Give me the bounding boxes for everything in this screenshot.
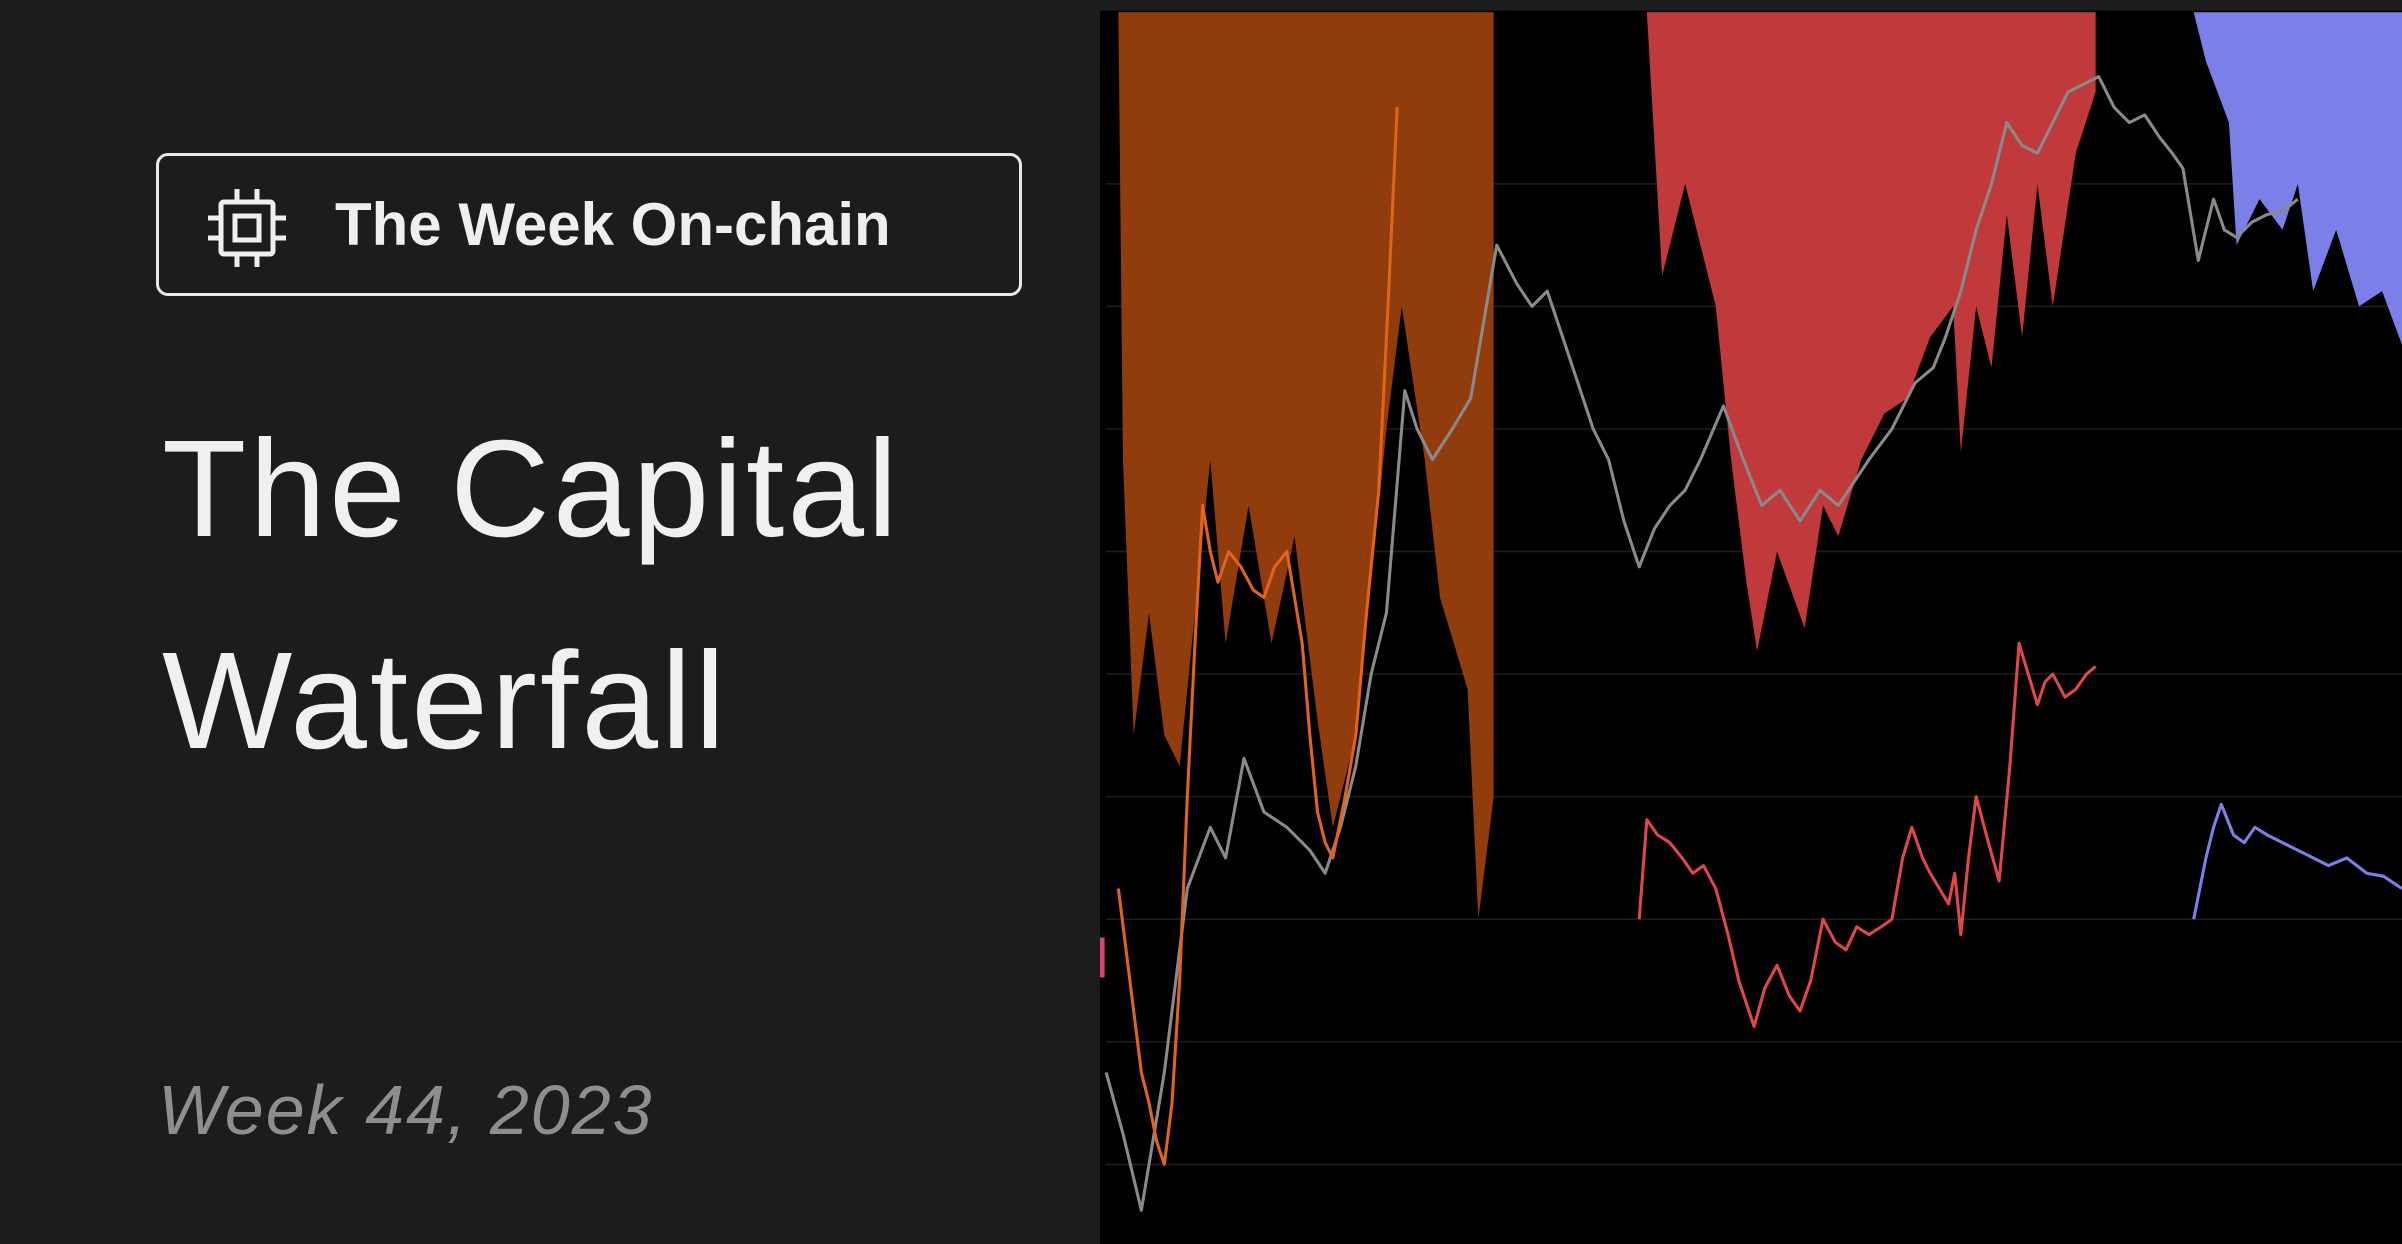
decorative-chart (1100, 0, 2402, 1244)
cover-panel: The Week On-chain The Capital Waterfall … (0, 0, 1100, 1244)
subtitle: Week 44, 2023 (158, 1071, 654, 1149)
blue-band (2193, 12, 2402, 345)
chip-icon (208, 189, 286, 267)
chart-top-band (1100, 0, 2402, 11)
badge: The Week On-chain (156, 153, 1022, 296)
badge-title: The Week On-chain (335, 191, 891, 258)
red-band (1646, 12, 2096, 652)
orange-line (1116, 107, 1399, 1166)
red-line (1637, 641, 2097, 1028)
blue-line (2192, 802, 2402, 920)
title-line: The Capital (162, 412, 901, 566)
edge-marker (1100, 937, 1105, 978)
title-line: Waterfall (162, 624, 729, 778)
orange-band (1118, 12, 1494, 920)
